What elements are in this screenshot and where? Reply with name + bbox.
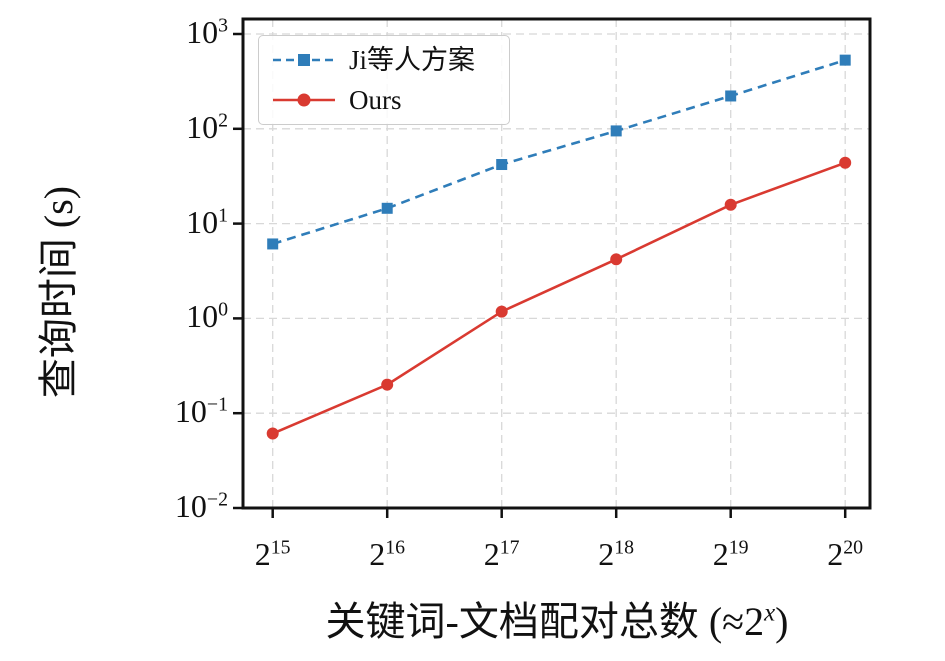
y-axis-label: 查询时间 (s) — [36, 185, 81, 399]
y-tick-label: 100 — [186, 298, 228, 335]
circle-marker — [839, 156, 852, 169]
square-marker — [610, 125, 622, 137]
y-tick-label: 10−1 — [174, 393, 228, 430]
series-line-ours — [272, 161, 846, 435]
square-marker — [725, 90, 737, 102]
legend: Ji等人方案 Ours — [258, 35, 510, 125]
x-tick-label: 216 — [369, 536, 406, 572]
circle-marker — [724, 198, 737, 211]
x-tick-label: 215 — [254, 536, 291, 572]
x-axis-label: 关键词-文档配对总数 (≈2x) — [325, 599, 789, 644]
plot-frame — [241, 17, 872, 510]
y-tick-label: 101 — [186, 203, 228, 240]
legend-item-ours: Ours — [271, 82, 499, 118]
x-tick-label: 219 — [712, 536, 749, 572]
legend-label-ours: Ours — [349, 85, 402, 115]
circle-marker — [381, 378, 394, 391]
circle-marker — [266, 427, 279, 440]
x-tick-label: 217 — [483, 536, 520, 572]
square-marker — [839, 54, 851, 66]
square-marker — [267, 238, 279, 250]
square-marker — [496, 159, 508, 171]
x-tick-label: 218 — [598, 536, 635, 572]
dashed-line-square-marker-icon — [271, 49, 337, 71]
circle-marker — [495, 305, 508, 318]
circle-marker — [610, 253, 623, 266]
x-tick-label: 220 — [827, 536, 864, 572]
legend-label-ji: Ji等人方案 — [349, 45, 476, 75]
y-tick-label: 103 — [186, 14, 228, 50]
square-marker — [381, 202, 393, 214]
legend-item-ji: Ji等人方案 — [271, 42, 499, 78]
y-tick-label: 102 — [186, 108, 228, 145]
series-line-ji — [272, 58, 846, 246]
solid-line-circle-marker-icon — [271, 89, 337, 111]
y-tick-label: 10−2 — [174, 488, 228, 524]
